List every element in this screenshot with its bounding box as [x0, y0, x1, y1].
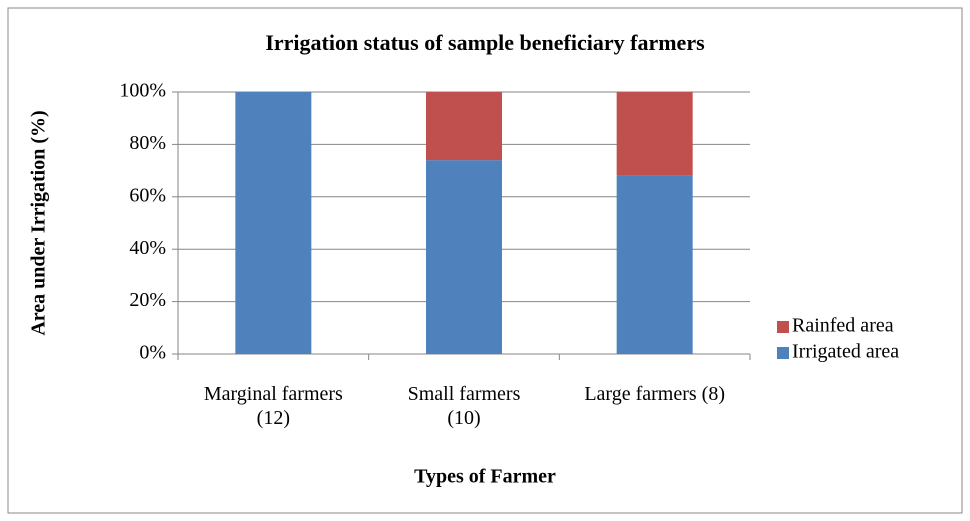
x-axis-title: Types of Farmer: [414, 466, 556, 488]
bar-segment: [616, 92, 693, 176]
y-tick-label: 100%: [119, 80, 166, 102]
x-tick-label: Large farmers (8): [584, 383, 725, 405]
y-tick-label: 80%: [129, 132, 166, 154]
bar-segment: [616, 175, 693, 354]
x-tick-label: Small farmers (10): [407, 383, 521, 429]
bar-segment: [426, 92, 502, 161]
y-tick-label: 40%: [129, 237, 166, 259]
chart-title: Irrigation status of sample beneficiary …: [265, 30, 705, 55]
bar-segment: [235, 92, 312, 354]
legend-swatch: [777, 321, 789, 333]
y-tick-label: 20%: [129, 289, 166, 311]
legend-label: Irrigated area: [792, 341, 899, 363]
x-tick-label: Marginal farmers (12): [203, 383, 343, 429]
legend-swatch: [777, 347, 789, 359]
y-tick-label: 60%: [129, 184, 166, 206]
bar-segment: [426, 160, 502, 354]
legend-label: Rainfed area: [792, 315, 894, 337]
y-axis-title: Area under Irrigation (%): [28, 110, 50, 335]
y-tick-label: 0%: [139, 342, 166, 364]
